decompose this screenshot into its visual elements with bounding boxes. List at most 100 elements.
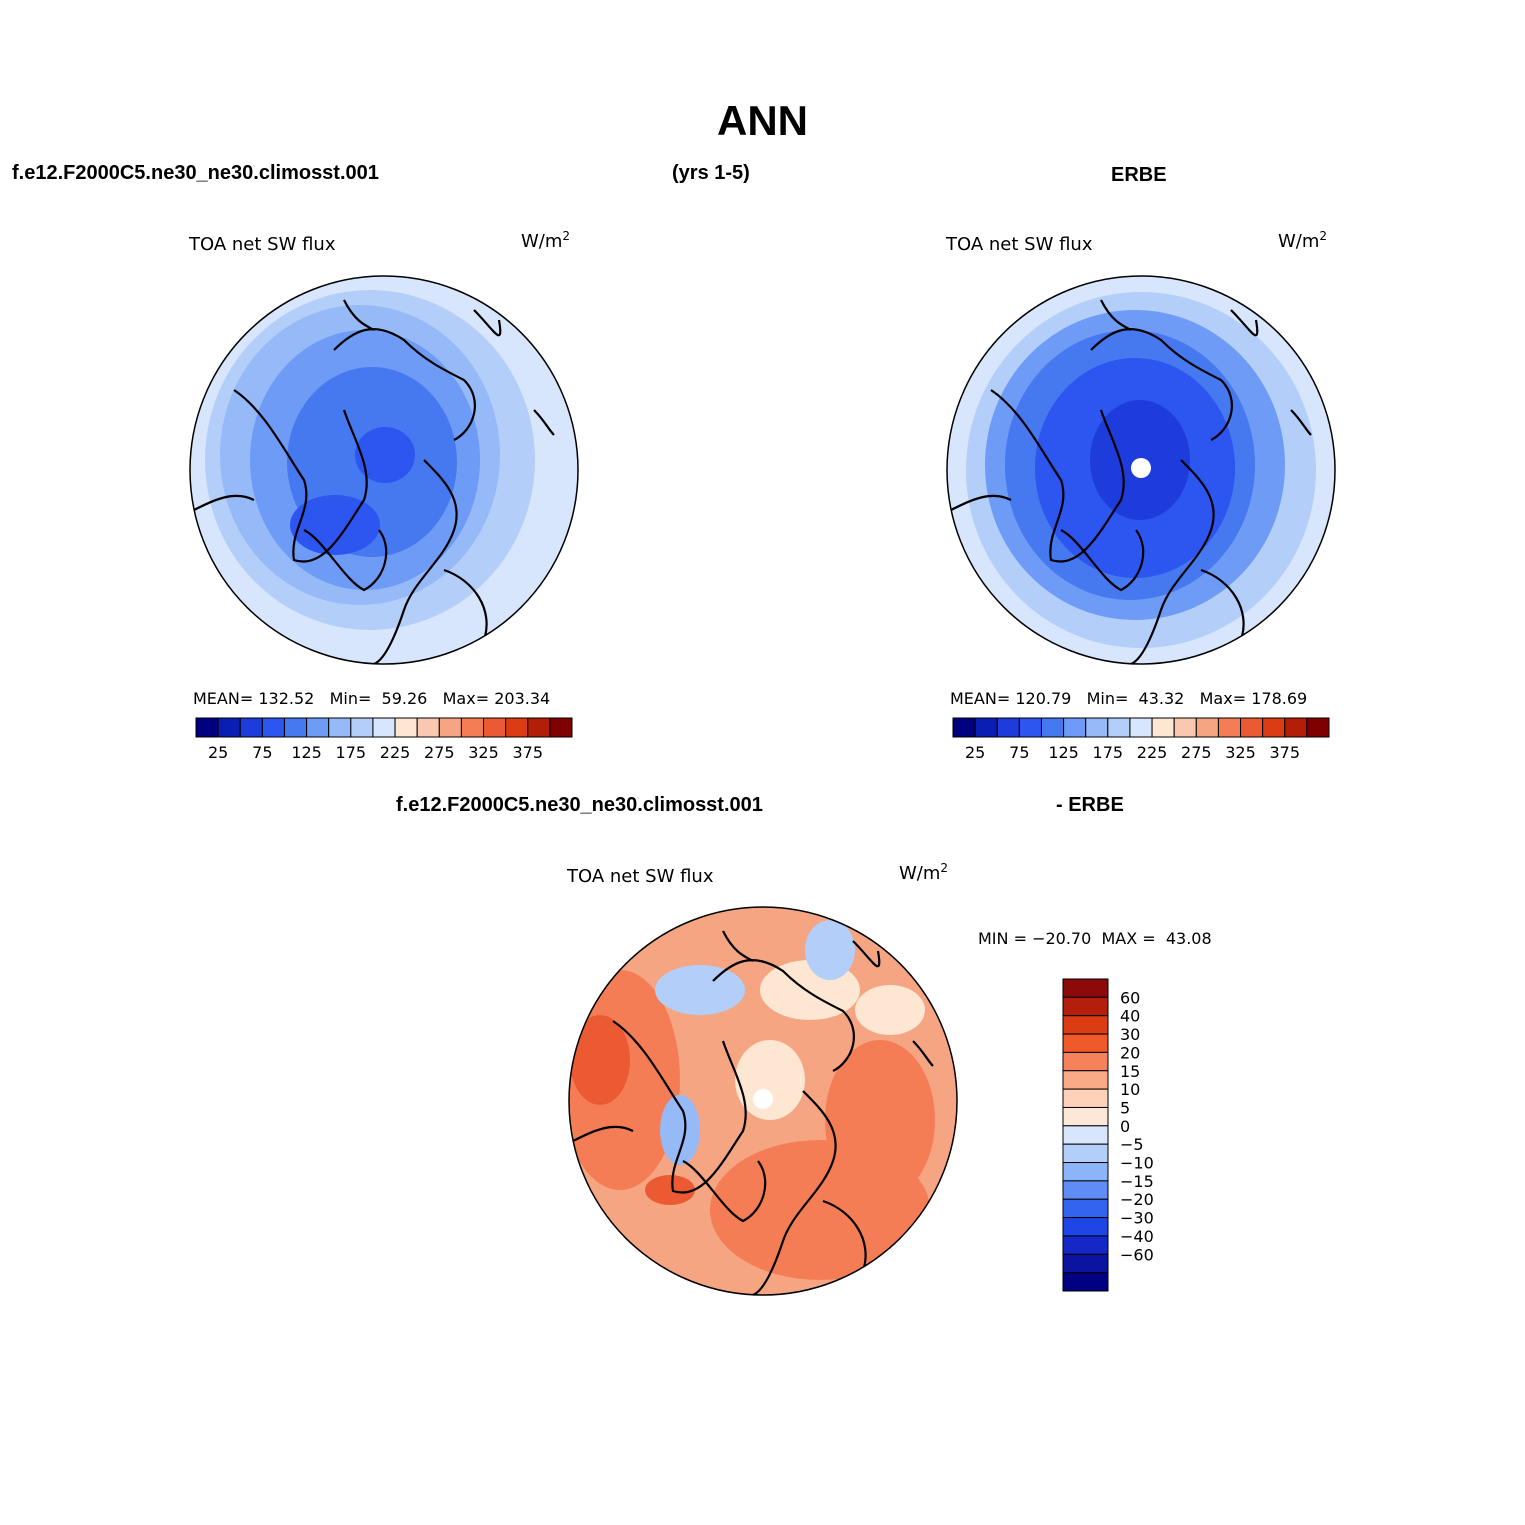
colorbar-tick-label: −20: [1120, 1190, 1154, 1209]
colorbar-tick-label: 325: [468, 743, 499, 762]
colorbar-tick-label: 175: [1093, 743, 1124, 762]
colorbar-tick-label: 125: [291, 743, 322, 762]
colorbar-box: [1062, 1217, 1109, 1237]
diff-case-header: f.e12.F2000C5.ne30_ne30.climosst.001: [396, 794, 763, 816]
model-map: [190, 276, 578, 664]
colorbar-tick-label: −5: [1120, 1135, 1144, 1154]
obs-pole-missing: [1131, 458, 1151, 478]
colorbar-tick-label: 275: [1181, 743, 1212, 762]
colorbar-box: [394, 717, 418, 738]
obs-units-label: W/m2: [1278, 229, 1328, 252]
colorbar-box: [261, 717, 285, 738]
diff-stats: MIN = −20.70 MAX = 43.08: [978, 929, 1212, 948]
colorbar-tick-label: −30: [1120, 1209, 1154, 1228]
colorbar-box: [1063, 717, 1087, 738]
colorbar-tick-label: −40: [1120, 1227, 1154, 1246]
colorbar-tick-label: 25: [208, 743, 228, 762]
colorbar-box: [952, 717, 976, 738]
colorbar-box: [974, 717, 998, 738]
colorbar-tick-label: 5: [1120, 1098, 1130, 1117]
diff-units-label: W/m2: [899, 861, 949, 884]
colorbar-box: [505, 717, 529, 738]
case-name-header: f.e12.F2000C5.ne30_ne30.climosst.001: [12, 162, 379, 184]
colorbar-tick-label: 375: [1269, 743, 1300, 762]
colorbar-box: [1062, 1143, 1109, 1164]
colorbar-box: [1062, 1125, 1109, 1145]
diff-variable-label: TOA net SW flux: [567, 866, 714, 887]
colorbar-box: [1062, 978, 1109, 998]
colorbar-box: [1284, 717, 1308, 738]
colorbar-box: [527, 717, 551, 738]
colorbar-tick-label: 10: [1120, 1080, 1140, 1099]
colorbar-tick-label: 40: [1120, 1007, 1140, 1026]
colorbar-box: [195, 717, 219, 738]
colorbar-tick-label: 275: [424, 743, 455, 762]
colorbar-tick-label: 75: [252, 743, 272, 762]
colorbar-tick-label: 325: [1225, 743, 1256, 762]
colorbar-tick-label: 20: [1120, 1043, 1140, 1062]
model-units-label: W/m2: [521, 229, 571, 252]
model-variable-label: TOA net SW flux: [189, 234, 336, 255]
colorbar-box: [283, 717, 308, 738]
colorbar-box: [483, 717, 507, 738]
obs-variable-label: TOA net SW flux: [946, 234, 1093, 255]
colorbar-box: [438, 717, 462, 738]
colorbar-box: [416, 717, 440, 738]
diff-obs-header: - ERBE: [1056, 794, 1124, 816]
colorbar-box: [1062, 1033, 1109, 1053]
colorbar-box: [1195, 717, 1219, 738]
colorbar-box: [1151, 717, 1175, 738]
colorbar-tick-label: 125: [1048, 743, 1079, 762]
colorbar-box: [1062, 1253, 1109, 1274]
diff-pole-missing: [753, 1089, 773, 1109]
model-colorbar: 25 75 125 175 225 275 325 375: [195, 717, 573, 762]
obs-stats: MEAN= 120.79 Min= 43.32 Max= 178.69: [950, 689, 1308, 708]
colorbar-tick-label: 225: [380, 743, 411, 762]
colorbar-box: [1062, 1106, 1109, 1127]
colorbar-tick-label: 175: [336, 743, 367, 762]
colorbar-box: [1085, 717, 1109, 738]
colorbar-box: [1062, 1162, 1109, 1182]
colorbar-tick-label: 60: [1120, 988, 1140, 1007]
colorbar-box: [217, 717, 241, 738]
obs-name-header: ERBE: [1111, 164, 1167, 186]
figure-title: ANN: [717, 97, 808, 144]
colorbar-box: [1040, 717, 1065, 738]
colorbar-box: [328, 717, 352, 738]
years-header: (yrs 1-5): [672, 162, 750, 184]
colorbar-box: [239, 717, 263, 738]
colorbar-box: [1217, 717, 1242, 738]
colorbar-box: [1107, 717, 1131, 738]
model-stats: MEAN= 132.52 Min= 59.26 Max= 203.34: [193, 689, 551, 708]
colorbar-box: [1062, 1088, 1109, 1108]
colorbar-box: [1062, 1235, 1109, 1255]
diff-map: [569, 907, 957, 1295]
colorbar-tick-label: 0: [1120, 1117, 1130, 1136]
colorbar-box: [1173, 717, 1197, 738]
colorbar-tick-label: −60: [1120, 1245, 1154, 1264]
colorbar-box: [350, 717, 374, 738]
colorbar-box: [996, 717, 1020, 738]
colorbar-tick-label: 30: [1120, 1025, 1140, 1044]
colorbar-tick-label: 225: [1137, 743, 1168, 762]
colorbar-box: [1062, 1070, 1109, 1090]
colorbar-box: [460, 717, 485, 738]
colorbar-box: [1306, 717, 1330, 738]
colorbar-box: [1018, 717, 1042, 738]
colorbar-box: [372, 717, 396, 738]
colorbar-box: [306, 717, 330, 738]
colorbar-box: [549, 717, 573, 738]
colorbar-box: [1062, 1272, 1109, 1292]
obs-colorbar: 25 75 125 175 225 275 325 375: [952, 717, 1330, 762]
colorbar-tick-label: −10: [1120, 1154, 1154, 1173]
colorbar-box: [1062, 1180, 1109, 1200]
colorbar-tick-label: 75: [1009, 743, 1029, 762]
colorbar-box: [1062, 1051, 1109, 1072]
colorbar-box: [1262, 717, 1286, 738]
colorbar-tick-label: 15: [1120, 1062, 1140, 1081]
colorbar-box: [1062, 1015, 1109, 1035]
colorbar-box: [1240, 717, 1264, 738]
colorbar-tick-label: 375: [512, 743, 543, 762]
